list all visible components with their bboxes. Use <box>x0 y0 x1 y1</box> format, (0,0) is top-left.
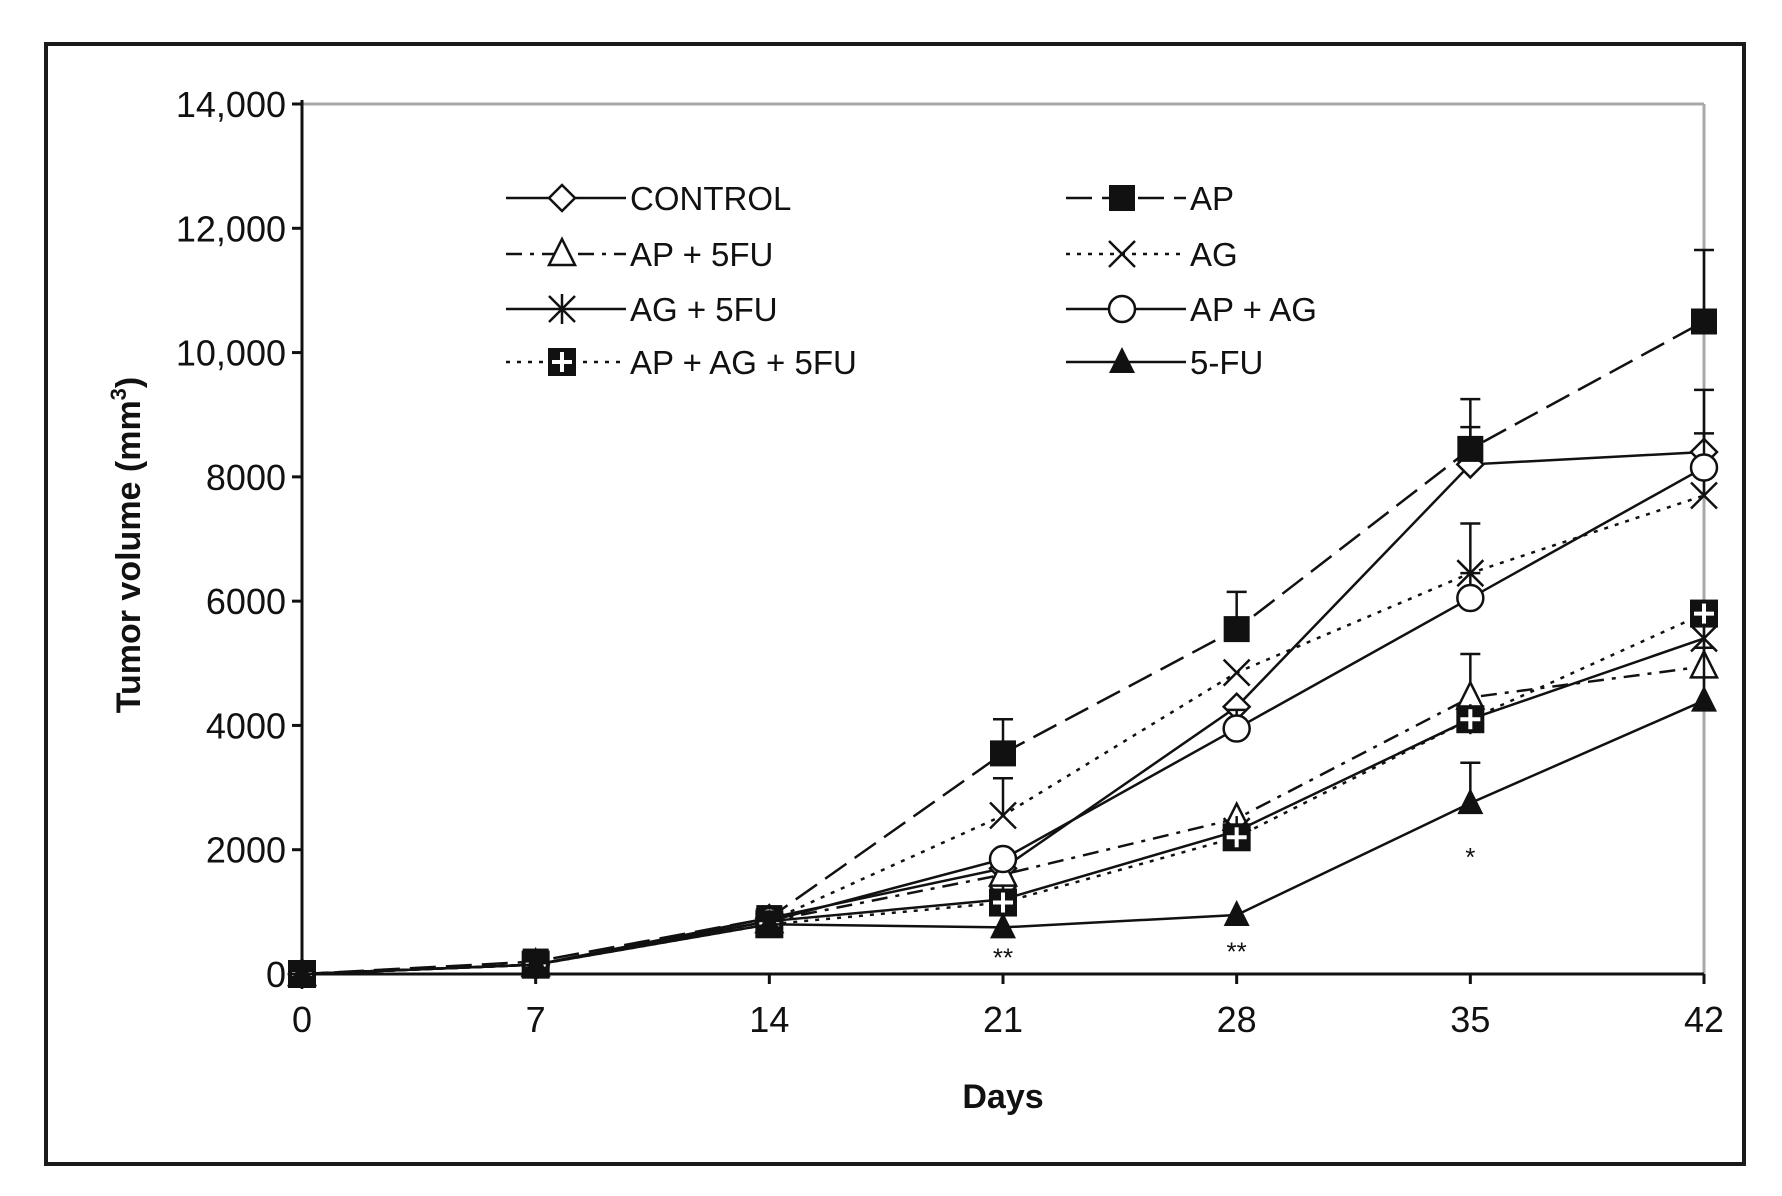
square-marker <box>1457 435 1484 462</box>
legend-label: AP + 5FU <box>630 236 773 273</box>
data-point-marker <box>1109 185 1135 211</box>
data-point-marker <box>1457 435 1484 462</box>
filled-triangle-marker <box>990 912 1016 939</box>
legend-item: AP + AG <box>1066 291 1317 328</box>
y-tick-label: 14,000 <box>176 84 286 125</box>
x-tick-label: 28 <box>1217 999 1257 1040</box>
legend-item: AG + 5FU <box>506 291 778 328</box>
circle-marker <box>1107 294 1137 324</box>
x-tick-label: 7 <box>526 999 546 1040</box>
square-marker <box>1223 616 1250 643</box>
data-point-marker <box>989 888 1017 917</box>
legend-item: AG <box>1066 236 1238 273</box>
data-point-marker <box>988 844 1018 874</box>
circle-marker <box>1222 714 1251 743</box>
filled-triangle-marker <box>1691 685 1717 712</box>
x-tick-label: 21 <box>983 999 1023 1040</box>
filled-triangle-marker <box>1109 347 1135 373</box>
y-tick-label: 8000 <box>206 457 286 498</box>
x-tick-label: 42 <box>1684 999 1724 1040</box>
data-point-marker <box>548 294 576 324</box>
data-point-marker <box>1457 788 1484 815</box>
legend-label: AG <box>1190 236 1238 273</box>
plot-area-border <box>302 102 1706 974</box>
data-point-marker <box>546 236 578 267</box>
y-axis-title-superscript: 3 <box>106 388 131 400</box>
series-5-fu <box>289 646 1717 985</box>
x-marker-stroke <box>989 801 1017 830</box>
legend-label: AP + AG <box>1190 291 1317 328</box>
y-tick-label: 4000 <box>206 705 286 746</box>
significance-marker: ** <box>1227 936 1247 966</box>
legend-item: AP + 5FU <box>506 236 773 273</box>
y-tick-label: 0 <box>266 954 286 995</box>
x-tick-label: 35 <box>1450 999 1490 1040</box>
data-point-marker <box>1222 714 1251 743</box>
legend-label: AP <box>1190 180 1234 217</box>
data-point-marker <box>1456 583 1485 613</box>
data-point-marker <box>1108 240 1136 268</box>
triangle-marker <box>546 236 578 267</box>
axes: 0 2000 4000 6000 8000 10,000 12,000 14,000 0 7 14 2… <box>176 84 1724 1040</box>
x-marker-stroke <box>1222 658 1251 687</box>
square-marker <box>990 740 1016 767</box>
data-point-marker <box>548 348 576 376</box>
y-tick-label: 10,000 <box>176 333 286 374</box>
x-axis-title: Days <box>962 1078 1043 1116</box>
legend-item: AP <box>1066 180 1234 217</box>
legend-label: CONTROL <box>630 180 791 217</box>
data-point-marker <box>1223 616 1250 643</box>
data-point-marker <box>1223 899 1250 926</box>
x-marker-stroke <box>1108 240 1136 268</box>
x-marker-stroke <box>1690 481 1718 510</box>
square-marker <box>1109 185 1135 211</box>
filled-triangle-marker <box>756 909 783 936</box>
legend-item: 5-FU <box>1066 344 1263 381</box>
y-tick-label: 6000 <box>206 581 286 622</box>
data-point-marker <box>1690 481 1718 510</box>
data-point-marker <box>547 183 577 213</box>
data-point-marker <box>1689 453 1719 482</box>
x-tick-label: 0 <box>292 999 312 1040</box>
data-point-marker <box>1690 599 1718 628</box>
circle-marker <box>1456 583 1485 613</box>
legend-item: AP + AG + 5FU <box>506 344 857 381</box>
filled-triangle-marker <box>1223 899 1250 926</box>
diamond-marker <box>547 183 577 213</box>
significance-marker: * <box>1465 842 1475 872</box>
y-tick-label: 2000 <box>206 830 286 871</box>
data-point-marker <box>1222 823 1251 852</box>
legend-label: AG + 5FU <box>630 291 778 328</box>
data-point-marker <box>1109 347 1135 373</box>
legend-label: AP + AG + 5FU <box>630 344 857 381</box>
circle-marker <box>1689 453 1719 482</box>
legend: CONTROL AP AP + 5FU AG AG + 5FU AP + AG AP + A… <box>506 180 1317 381</box>
data-point-marker <box>522 949 549 976</box>
data-point-marker <box>1691 685 1717 712</box>
series-layer: ** *** <box>286 248 1720 989</box>
x-tick-label: 14 <box>749 999 789 1040</box>
data-point-marker <box>1691 308 1717 335</box>
y-tick-label: 12,000 <box>176 208 286 249</box>
data-point-marker <box>1222 658 1251 687</box>
data-point-marker <box>990 912 1016 939</box>
data-point-marker <box>1456 705 1485 734</box>
y-axis-title: Tumor volume (mm3) <box>106 377 148 714</box>
significance-marker: ** <box>993 943 1013 973</box>
data-point-marker <box>990 740 1016 767</box>
data-point-marker <box>1107 294 1137 324</box>
filled-triangle-marker <box>1457 788 1484 815</box>
filled-triangle-marker <box>522 949 549 976</box>
data-point-marker <box>989 801 1017 830</box>
data-point-marker <box>756 909 783 936</box>
y-axis-title-main: Tumor volume (mm <box>110 400 148 713</box>
circle-marker <box>988 844 1018 874</box>
legend-label: 5-FU <box>1190 344 1263 381</box>
legend-item: CONTROL <box>506 180 791 217</box>
square-marker <box>1691 308 1717 335</box>
y-axis-title-close: ) <box>110 377 148 388</box>
